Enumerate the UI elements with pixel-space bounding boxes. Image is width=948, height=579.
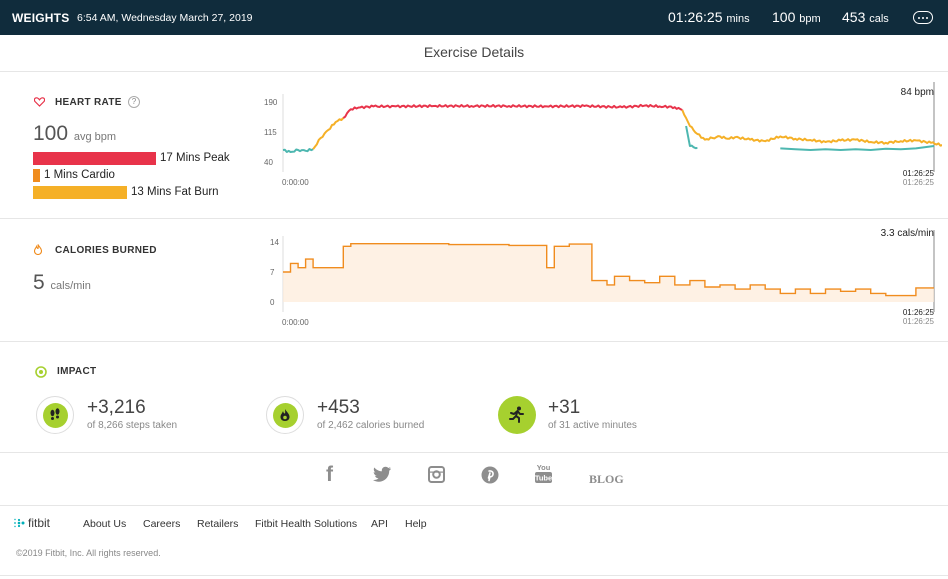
- fitbit-dots-icon: [14, 518, 25, 528]
- calories-impact-value: +453: [317, 397, 360, 418]
- cals-per-min-unit: cals/min: [50, 280, 91, 292]
- bpm-stat: 100 bpm: [772, 9, 821, 25]
- cals-unit: cals: [869, 13, 889, 25]
- duration-value: 01:26:25: [668, 9, 723, 25]
- divider: [0, 452, 948, 453]
- calories-burned-label: CALORIES BURNED: [55, 245, 157, 256]
- more-options-icon[interactable]: [913, 11, 933, 24]
- instagram-icon[interactable]: [428, 466, 445, 483]
- copyright: ©2019 Fitbit, Inc. All rights reserved.: [16, 548, 161, 558]
- cal-end-time: 01:26:25: [902, 308, 934, 317]
- activity-name: WEIGHTS: [12, 11, 70, 25]
- divider: [0, 71, 948, 72]
- hr-y-tick-label: 40: [264, 158, 273, 167]
- heart-icon: [34, 97, 45, 107]
- cal-start-time: 0:00:00: [282, 318, 309, 327]
- footer-link-careers[interactable]: Careers: [143, 518, 181, 530]
- steps-value: +3,216: [87, 397, 146, 418]
- divider: [0, 575, 948, 576]
- activity-datetime: 6:54 AM, Wednesday March 27, 2019: [77, 12, 253, 24]
- help-icon[interactable]: ?: [128, 96, 140, 108]
- fat-burn-zone-bar: [33, 186, 127, 199]
- hr-y-tick-label: 115: [264, 128, 277, 137]
- divider: [0, 505, 948, 506]
- pinterest-icon[interactable]: [481, 466, 499, 484]
- steps-badge: [36, 396, 74, 434]
- calories-stat: 453 cals: [842, 9, 889, 25]
- hr-series-line: [681, 109, 942, 147]
- footer-link-health-solutions[interactable]: Fitbit Health Solutions: [255, 518, 358, 530]
- hr-end-time: 01:26:25: [902, 169, 934, 178]
- avg-calories: 5 cals/min: [33, 271, 91, 295]
- running-icon: [498, 396, 536, 434]
- youtube-tube-text: Tube: [535, 474, 552, 483]
- hr-end-time-secondary: 01:26:25: [902, 178, 934, 187]
- peak-zone-bar: [33, 152, 156, 165]
- blog-link[interactable]: BLOG: [589, 472, 624, 486]
- cardio-zone-bar: [33, 169, 40, 182]
- impact-label: IMPACT: [57, 366, 97, 377]
- hr-start-time: 0:00:00: [282, 178, 309, 187]
- current-cals: 3.3 cals/min: [880, 228, 934, 239]
- footsteps-icon: [42, 402, 68, 428]
- facebook-icon[interactable]: f: [326, 463, 333, 486]
- twitter-icon[interactable]: [373, 466, 392, 482]
- cals-value: 453: [842, 9, 866, 25]
- duration-stat: 01:26:25 mins: [668, 9, 750, 25]
- hr-series-line: [282, 148, 314, 153]
- cal-area-fill: [283, 243, 934, 302]
- avg-bpm-value: 100: [33, 122, 69, 145]
- top-bar: WEIGHTS 6:54 AM, Wednesday March 27, 201…: [0, 0, 948, 35]
- impact-icon: [35, 366, 47, 378]
- fat-burn-zone-label: 13 Mins Fat Burn: [131, 186, 219, 198]
- avg-bpm-unit: avg bpm: [73, 131, 117, 143]
- current-bpm: 84 bpm: [900, 87, 934, 98]
- footer-link-api[interactable]: API: [371, 518, 388, 530]
- calories-badge: [266, 396, 304, 434]
- youtube-you-text: You: [537, 463, 551, 472]
- footer-link-retailers[interactable]: Retailers: [197, 518, 239, 530]
- calories-chart: 0 7 14: [270, 230, 935, 312]
- hr-series-line: [342, 103, 683, 119]
- peak-zone-label: 17 Mins Peak: [160, 152, 230, 164]
- page-title: Exercise Details: [423, 44, 525, 60]
- hr-series-line-tail: [780, 145, 935, 152]
- calories-impact-subtext: of 2,462 calories burned: [317, 420, 425, 431]
- hr-y-tick-label: 190: [264, 98, 278, 107]
- heart-rate-chart: 40 115 190: [264, 82, 942, 172]
- cals-per-min-value: 5: [33, 271, 45, 294]
- divider: [0, 341, 948, 342]
- active-minutes-subtext: of 31 active minutes: [548, 420, 637, 431]
- avg-heart-rate: 100 avg bpm: [33, 122, 116, 146]
- cal-end-time-secondary: 01:26:25: [902, 317, 934, 326]
- steps-subtext: of 8,266 steps taken: [87, 420, 178, 431]
- heart-rate-label: HEART RATE: [55, 97, 122, 108]
- bpm-unit: bpm: [799, 13, 821, 25]
- bpm-value: 100: [772, 9, 796, 25]
- cal-y-tick-label: 7: [270, 268, 275, 277]
- footer-link-help[interactable]: Help: [405, 518, 427, 530]
- cal-series-line: [283, 243, 934, 297]
- divider: [0, 218, 948, 219]
- fitbit-wordmark: fitbit: [28, 516, 51, 530]
- flame-small-icon: [34, 244, 42, 255]
- cal-y-tick-label: 14: [270, 238, 279, 247]
- fitbit-logo[interactable]: fitbit: [13, 516, 50, 530]
- active-minutes-value: +31: [548, 397, 581, 418]
- duration-unit: mins: [726, 13, 750, 25]
- footer-link-about[interactable]: About Us: [83, 518, 127, 530]
- cal-y-tick-label: 0: [270, 298, 275, 307]
- hr-series-line: [685, 125, 698, 150]
- hr-series-line: [312, 117, 345, 150]
- flame-icon: [272, 402, 298, 428]
- youtube-icon[interactable]: You Tube: [534, 463, 553, 485]
- cardio-zone-label: 1 Mins Cardio: [44, 169, 115, 181]
